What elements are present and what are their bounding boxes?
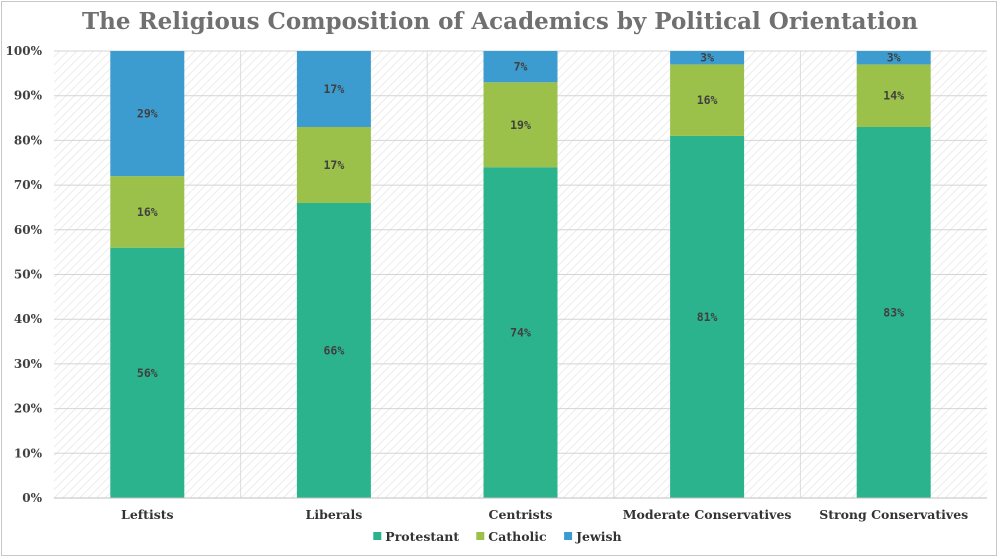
bar-protestant-4 — [856, 126, 931, 499]
data-label: 3% — [887, 51, 901, 65]
y-tick-label: 30% — [14, 357, 43, 371]
data-label: 3% — [700, 51, 714, 65]
data-label: 81% — [697, 310, 718, 324]
legend-label-jewish: Jewish — [575, 529, 622, 544]
y-tick-label: 10% — [14, 446, 43, 460]
data-label: 17% — [324, 82, 345, 96]
legend-swatch-jewish — [564, 532, 573, 540]
y-tick-label: 80% — [14, 133, 43, 147]
y-tick-label: 20% — [14, 402, 43, 416]
bar-catholic-1 — [296, 126, 371, 203]
y-tick-label: 60% — [14, 223, 43, 237]
data-label: 7% — [514, 60, 528, 74]
chart-title: The Religious Composition of Academics b… — [82, 8, 918, 35]
y-tick-label: 40% — [14, 312, 43, 326]
legend-swatch-catholic — [476, 532, 485, 540]
legend-label-protestant: Protestant — [385, 529, 459, 544]
x-category-label: Moderate Conservatives — [623, 507, 792, 522]
bar-catholic-4 — [856, 64, 931, 127]
y-tick-label: 70% — [14, 178, 43, 192]
x-category-label: Strong Conservatives — [819, 507, 968, 522]
data-label: 29% — [137, 107, 158, 121]
data-label: 66% — [324, 343, 345, 357]
bar-jewish-1 — [296, 51, 371, 127]
data-label: 74% — [510, 326, 531, 340]
bar-catholic-2 — [483, 82, 558, 168]
x-category-label: Leftists — [121, 507, 174, 522]
data-label: 16% — [137, 205, 158, 219]
y-tick-label: 100% — [6, 44, 43, 58]
data-label: 14% — [883, 89, 904, 103]
bar-protestant-2 — [483, 167, 558, 498]
data-label: 19% — [510, 118, 531, 132]
bar-jewish-4 — [856, 51, 931, 65]
bar-jewish-3 — [670, 51, 745, 65]
bar-protestant-1 — [296, 202, 371, 499]
bar-protestant-3 — [670, 135, 745, 498]
data-label: 83% — [883, 305, 904, 319]
data-label: 16% — [697, 93, 718, 107]
y-tick-label: 0% — [22, 491, 42, 505]
data-label: 56% — [137, 366, 158, 380]
legend-label-catholic: Catholic — [488, 529, 547, 544]
x-category-label: Liberals — [306, 507, 363, 522]
bar-catholic-0 — [110, 176, 185, 248]
legend-swatch-protestant — [373, 532, 382, 540]
x-category-label: Centrists — [489, 507, 553, 522]
bar-catholic-3 — [670, 64, 745, 136]
bar-protestant-0 — [110, 247, 185, 498]
bar-jewish-2 — [483, 51, 558, 83]
y-tick-label: 90% — [14, 89, 43, 103]
y-tick-label: 50% — [14, 268, 43, 282]
data-label: 17% — [324, 158, 345, 172]
bar-jewish-0 — [110, 51, 185, 177]
